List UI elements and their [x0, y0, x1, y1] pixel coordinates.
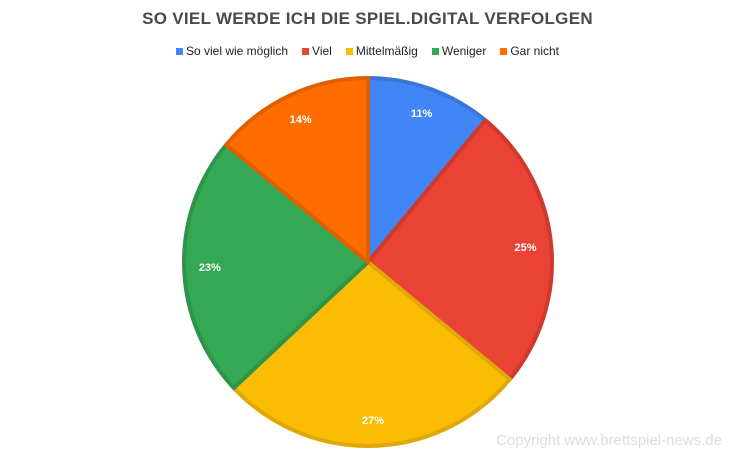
copyright-watermark: Copyright www.brettspiel-news.de — [496, 432, 722, 449]
pie-slice[interactable] — [182, 142, 370, 390]
legend-label: Weniger — [441, 44, 487, 58]
legend-item[interactable]: Mittelmäßig — [345, 44, 418, 58]
data-label: 14% — [290, 114, 312, 126]
chart-title: SO VIEL WERDE ICH DIE SPIEL.DIGITAL VERF… — [142, 9, 593, 28]
legend-label: So viel wie möglich — [185, 44, 289, 58]
legend-label: Mittelmäßig — [355, 44, 418, 58]
data-label: 11% — [411, 108, 433, 120]
legend: So viel wie möglich Viel Mittelmäßig Wen… — [0, 44, 735, 58]
legend-swatch — [500, 47, 508, 55]
data-label: 25% — [515, 242, 537, 254]
pie-slice[interactable] — [366, 118, 554, 382]
data-label: 27% — [362, 415, 384, 427]
legend-label: Viel — [312, 44, 332, 58]
legend-item[interactable]: Gar nicht — [500, 44, 559, 58]
pie-slice[interactable] — [366, 76, 488, 264]
legend-swatch — [302, 47, 310, 55]
legend-item[interactable]: Viel — [302, 44, 332, 58]
legend-swatch — [431, 47, 439, 55]
legend-swatch — [175, 47, 183, 55]
legend-item[interactable]: Weniger — [431, 44, 487, 58]
legend-swatch — [345, 47, 353, 55]
data-label: 23% — [199, 262, 221, 274]
legend-item[interactable]: So viel wie möglich — [175, 44, 289, 58]
legend-label: Gar nicht — [510, 44, 559, 58]
pie-slice[interactable] — [224, 76, 370, 264]
pie-slice[interactable] — [231, 260, 512, 448]
